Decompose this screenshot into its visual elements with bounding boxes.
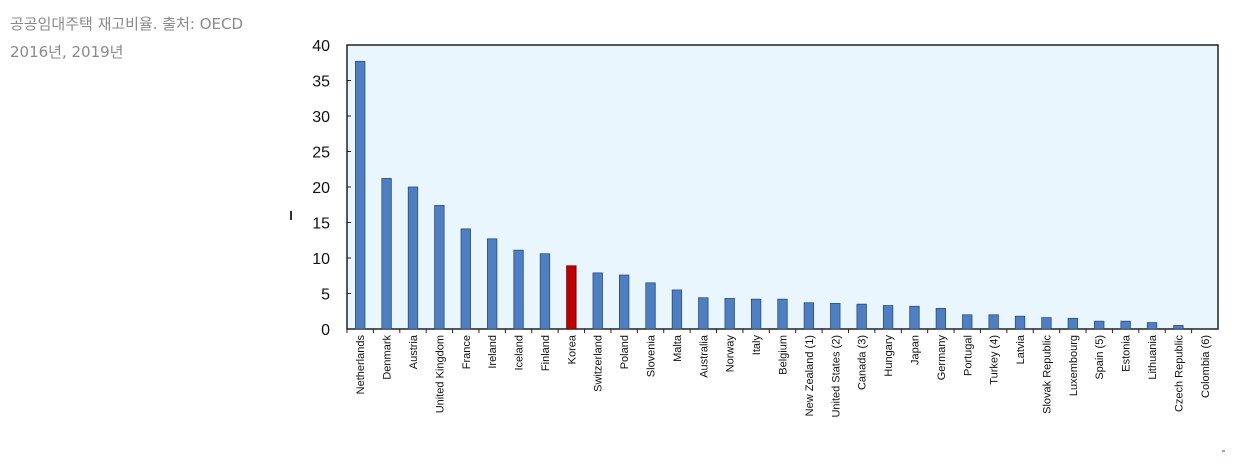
y-tick-label: 10 bbox=[312, 251, 330, 268]
bar-slovak-republic bbox=[1041, 317, 1052, 330]
x-tick-label: Lithuania bbox=[1147, 334, 1159, 380]
bar-germany bbox=[935, 308, 947, 330]
figure-caption: 공공임대주택 재고비율. 출처: OECD 2016년, 2019년 bbox=[10, 15, 244, 61]
bar-luxembourg bbox=[1067, 317, 1078, 330]
corner-mark bbox=[1222, 450, 1225, 452]
y-axis: 0 5 10 15 20 25 30 35 40 bbox=[312, 38, 351, 339]
y-tick-label: 5 bbox=[321, 287, 330, 304]
x-tick-label: United States (2) bbox=[830, 335, 842, 418]
bar-australia bbox=[698, 297, 709, 330]
bar-austria bbox=[407, 186, 419, 330]
bar-poland bbox=[618, 274, 630, 330]
x-tick-label: Turkey (4) bbox=[989, 335, 1001, 385]
bar-canada-3 bbox=[856, 303, 867, 330]
y-tick-label: 15 bbox=[312, 216, 330, 233]
x-tick-label: Austria bbox=[408, 334, 420, 369]
bar-united-states-2 bbox=[830, 303, 841, 330]
bar-spain-5 bbox=[1094, 320, 1105, 330]
x-tick-label: Slovenia bbox=[646, 334, 658, 377]
bar-belgium bbox=[777, 298, 788, 330]
bar-denmark bbox=[381, 178, 392, 330]
bar-latvia bbox=[1014, 315, 1026, 330]
plot-area bbox=[346, 44, 1219, 330]
x-tick-label: Finland bbox=[540, 335, 552, 371]
x-tick-label: France bbox=[461, 335, 473, 369]
x-tick-label: Slovak Republic bbox=[1041, 335, 1053, 414]
bar-ireland bbox=[487, 238, 498, 330]
x-tick-label: Italy bbox=[751, 335, 763, 356]
x-tick-label: Estonia bbox=[1121, 334, 1133, 372]
y-tick-label: 40 bbox=[312, 38, 330, 55]
y-tick-label: 25 bbox=[312, 145, 330, 162]
x-tick-label: Korea bbox=[566, 334, 578, 364]
x-tick-label: Belgium bbox=[778, 335, 790, 375]
x-tick-label: Colombia (6) bbox=[1200, 335, 1212, 398]
x-tick-label: Canada (3) bbox=[857, 335, 869, 390]
bar-netherlands bbox=[355, 60, 366, 330]
x-tick-label: Netherlands bbox=[355, 335, 367, 395]
x-axis-labels: Netherlands Denmark Austria United Kingdom F… bbox=[346, 329, 1212, 418]
bar-lithuania bbox=[1146, 322, 1158, 330]
y-tick-label: 35 bbox=[312, 74, 330, 91]
x-tick-label: Switzerland bbox=[593, 335, 605, 392]
bar-france bbox=[460, 228, 471, 330]
x-tick-label: Hungary bbox=[883, 335, 895, 377]
bar-portugal bbox=[962, 314, 973, 330]
x-tick-label: Luxembourg bbox=[1068, 335, 1080, 396]
x-tick-label: Ireland bbox=[487, 335, 499, 369]
x-tick-label: Norway bbox=[725, 335, 737, 373]
bar-turkey-4 bbox=[988, 314, 999, 330]
bar-switzerland bbox=[592, 272, 603, 330]
x-tick-label: Czech Republic bbox=[1173, 335, 1185, 413]
bar-iceland bbox=[513, 249, 524, 330]
bar-united-kingdom bbox=[434, 205, 445, 330]
x-tick-label: New Zealand (1) bbox=[804, 335, 816, 416]
bar-norway bbox=[724, 298, 735, 330]
bar-malta bbox=[671, 289, 683, 330]
bar-finland bbox=[539, 253, 551, 330]
stray-mark bbox=[290, 211, 292, 220]
y-tick-label: 0 bbox=[321, 322, 330, 339]
x-tick-label: Australia bbox=[698, 334, 710, 378]
x-tick-label: Malta bbox=[672, 334, 684, 362]
x-tick-label: Portugal bbox=[962, 335, 974, 376]
x-tick-label: Denmark bbox=[382, 335, 394, 380]
x-tick-label: Germany bbox=[936, 335, 948, 381]
bar-italy bbox=[750, 298, 762, 330]
bar-new-zealand-1 bbox=[803, 302, 815, 330]
x-tick-label: Japan bbox=[909, 335, 921, 365]
y-tick-label: 20 bbox=[312, 180, 330, 197]
x-tick-label: Poland bbox=[619, 335, 631, 369]
x-tick-label: Latvia bbox=[1015, 334, 1027, 364]
bar-hungary bbox=[882, 305, 894, 330]
x-tick-label: United Kingdom bbox=[434, 335, 446, 413]
bar-estonia bbox=[1120, 320, 1131, 330]
bar-japan bbox=[909, 305, 920, 330]
bar-czech-republic bbox=[1173, 325, 1184, 330]
bar-slovenia bbox=[645, 282, 656, 330]
bar-korea bbox=[566, 265, 577, 330]
x-tick-label: Spain (5) bbox=[1094, 335, 1106, 380]
y-tick-label: 30 bbox=[312, 109, 330, 126]
bars-group bbox=[355, 60, 1184, 330]
x-tick-label: Iceland bbox=[514, 335, 526, 370]
